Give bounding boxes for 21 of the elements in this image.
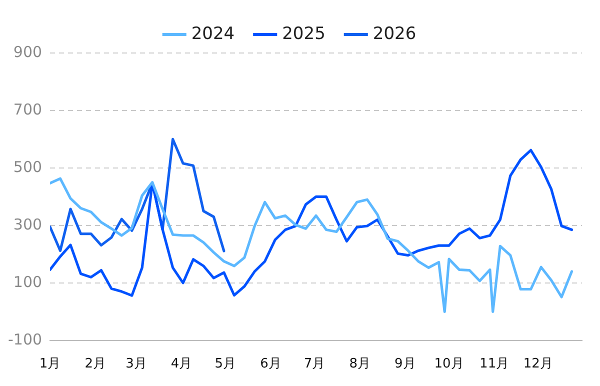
x-tick-label: 8月	[349, 356, 371, 372]
x-tick-label: 7月	[304, 356, 326, 372]
x-tick-label: 10月	[434, 356, 464, 372]
x-tick-label: 5月	[214, 356, 236, 372]
x-tick-label: 9月	[394, 356, 416, 372]
y-tick-label: 100	[13, 272, 42, 291]
y-tick-label: 900	[13, 42, 42, 61]
x-tick-label: 11月	[480, 356, 510, 372]
y-tick-label: 700	[13, 100, 42, 118]
y-tick-label: -100	[8, 330, 42, 348]
y-tick-label: 300	[13, 215, 42, 234]
legend-label: 2024	[191, 24, 235, 44]
y-tick-label: 500	[13, 158, 42, 176]
x-tick-label: 6月	[260, 356, 282, 372]
x-tick-label: 1月	[39, 356, 61, 372]
legend-label: 2026	[372, 24, 416, 44]
x-tick-label: 4月	[170, 356, 192, 372]
legend-label: 2025	[282, 24, 326, 44]
x-tick-label: 12月	[523, 356, 553, 372]
x-tick-label: 3月	[126, 356, 147, 372]
x-tick-label: 2月	[84, 356, 106, 372]
